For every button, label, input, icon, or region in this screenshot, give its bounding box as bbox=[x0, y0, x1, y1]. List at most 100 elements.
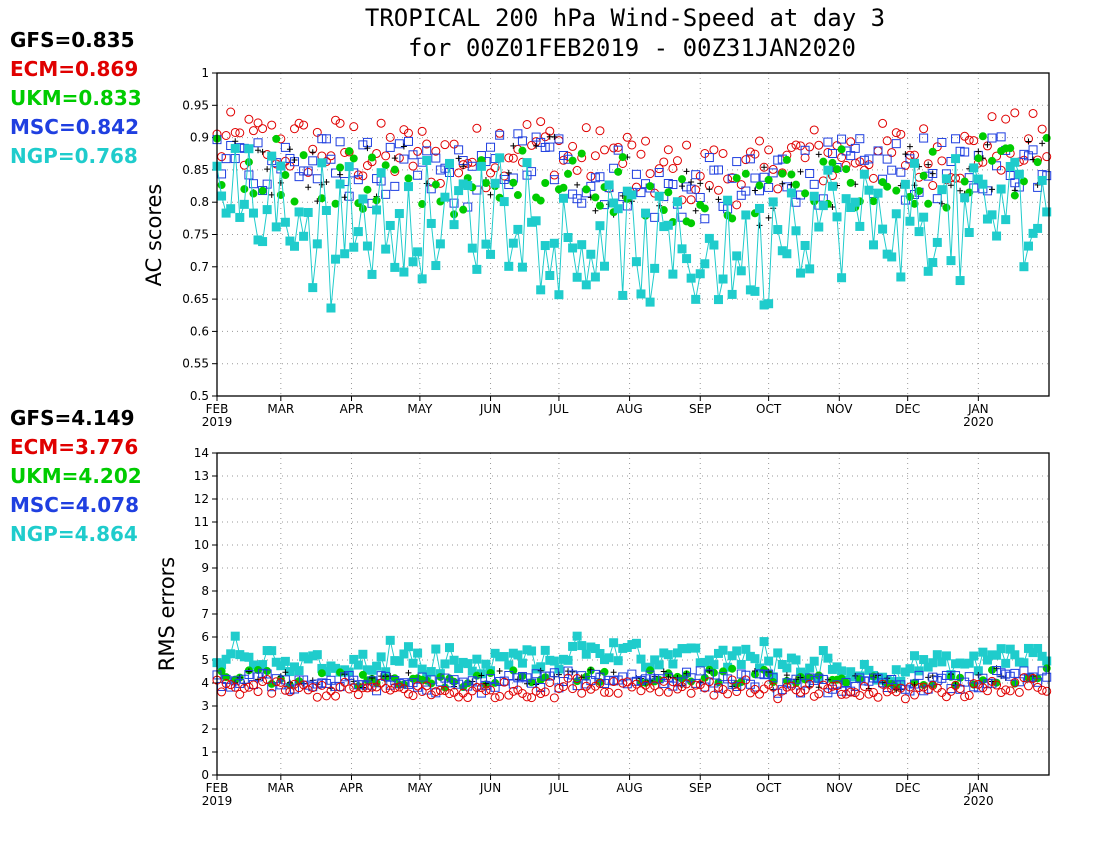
rms-point-ngp bbox=[727, 651, 737, 661]
ac-point-msc bbox=[695, 192, 705, 202]
rms-point-ngp bbox=[558, 654, 568, 664]
ac-point-ngp bbox=[736, 266, 746, 276]
ac-point-gfs bbox=[510, 142, 517, 149]
rms-point-ngp bbox=[331, 663, 341, 673]
rms-point-ngp bbox=[1037, 651, 1047, 661]
ac-point-msc bbox=[1023, 151, 1033, 161]
ac-point-ecm bbox=[600, 145, 610, 155]
rms-point-msc bbox=[910, 679, 920, 689]
rms-point-ecm bbox=[928, 680, 938, 690]
ac-point-ukm bbox=[728, 214, 737, 223]
rms-point-msc bbox=[964, 672, 974, 682]
rms-point-msc bbox=[659, 678, 669, 688]
ac-point-ukm bbox=[450, 210, 459, 219]
ac-point-msc bbox=[531, 132, 541, 142]
ac-point-ecm bbox=[335, 118, 345, 128]
ac-point-ukm bbox=[942, 203, 951, 212]
rms-point-ecm bbox=[408, 691, 418, 701]
rms-point-ngp bbox=[846, 667, 856, 677]
ac-point-ecm bbox=[878, 118, 888, 128]
ac-point-ecm bbox=[226, 107, 236, 117]
rms-point-gfs bbox=[925, 674, 932, 681]
rms-ytick-label: 11 bbox=[194, 515, 209, 529]
ac-point-ecm bbox=[755, 136, 765, 146]
rms-point-msc bbox=[695, 666, 705, 676]
ac-point-ukm bbox=[614, 167, 623, 176]
ac-point-ngp bbox=[987, 210, 997, 220]
rms-point-ecm bbox=[841, 689, 851, 699]
ac-point-ecm bbox=[290, 124, 300, 134]
rms-point-ecm bbox=[818, 680, 828, 690]
ac-point-msc bbox=[732, 157, 742, 167]
ac-point-ukm bbox=[363, 185, 372, 194]
rms-point-ngp bbox=[303, 654, 313, 664]
rms-point-ngp bbox=[595, 649, 605, 659]
ac-point-ngp bbox=[941, 174, 951, 184]
rms-point-ecm bbox=[827, 681, 837, 691]
ac-point-msc bbox=[1042, 171, 1052, 181]
ac-point-msc bbox=[668, 180, 678, 190]
ac-point-msc bbox=[517, 136, 527, 146]
rms-point-ecm bbox=[358, 683, 368, 693]
ac-point-gfs bbox=[697, 180, 704, 187]
ac-point-ukm bbox=[249, 189, 258, 198]
ac-point-ukm bbox=[846, 178, 855, 187]
ac-point-ngp bbox=[627, 190, 637, 200]
ac-point-msc bbox=[486, 142, 496, 152]
ac-point-gfs bbox=[533, 142, 540, 149]
ac-xtick-label: APR bbox=[340, 402, 364, 416]
rms-point-ngp bbox=[782, 663, 792, 673]
ac-point-ngp bbox=[303, 207, 313, 217]
ac-point-ngp bbox=[440, 192, 450, 202]
ac-point-msc bbox=[554, 134, 564, 144]
ac-xtick-label: NOV bbox=[826, 402, 853, 416]
ac-point-msc bbox=[321, 134, 331, 144]
rms-point-ecm bbox=[280, 685, 290, 695]
rms-legend-ngp: NGP=4.864 bbox=[10, 522, 138, 546]
rms-point-ecm bbox=[964, 690, 974, 700]
ac-point-ecm bbox=[631, 182, 641, 192]
rms-point-ecm bbox=[887, 684, 897, 694]
ac-point-ngp bbox=[600, 261, 610, 271]
rms-point-ngp bbox=[372, 661, 382, 671]
ac-point-ecm bbox=[636, 149, 646, 159]
ac-point-ecm bbox=[969, 136, 979, 146]
rms-point-ngp bbox=[426, 667, 436, 677]
rms-xtick-label: JUL bbox=[548, 781, 568, 795]
ac-point-ngp bbox=[504, 261, 514, 271]
ac-point-ngp bbox=[413, 247, 423, 257]
rms-point-ngp bbox=[905, 664, 915, 674]
rms-point-ngp bbox=[896, 676, 906, 686]
ac-point-ukm bbox=[368, 153, 377, 162]
rms-point-ecm bbox=[809, 691, 819, 701]
rms-point-ecm bbox=[973, 679, 983, 689]
rms-point-ngp bbox=[832, 662, 842, 672]
rms-point-ngp bbox=[745, 651, 755, 661]
ac-point-ecm bbox=[267, 120, 277, 130]
rms-point-ecm bbox=[563, 673, 573, 683]
ac-point-ukm bbox=[404, 174, 413, 183]
rms-point-ukm bbox=[582, 672, 591, 681]
ac-point-msc bbox=[344, 191, 354, 201]
rms-point-ecm bbox=[335, 682, 345, 692]
rms-ytick-label: 4 bbox=[201, 676, 209, 690]
ac-point-ngp bbox=[718, 274, 728, 284]
ac-point-ngp bbox=[217, 191, 227, 201]
ac-point-ukm bbox=[591, 193, 600, 202]
rms-point-msc bbox=[299, 675, 309, 685]
rms-point-ngp bbox=[650, 655, 660, 665]
rms-point-ecm bbox=[736, 681, 746, 691]
ac-point-ngp bbox=[868, 240, 878, 250]
ac-point-msc bbox=[631, 169, 641, 179]
ac-point-ngp bbox=[285, 236, 295, 246]
ac-point-gfs bbox=[592, 207, 599, 214]
rms-point-msc bbox=[358, 680, 368, 690]
ac-point-msc bbox=[390, 181, 400, 191]
rms-xtick-label: SEP bbox=[689, 781, 711, 795]
ac-point-msc bbox=[654, 168, 664, 178]
ac-point-ecm bbox=[987, 112, 997, 122]
rms-point-ecm bbox=[558, 682, 568, 692]
ac-point-ukm bbox=[782, 155, 791, 164]
rms-point-msc bbox=[946, 684, 956, 694]
ac-point-msc bbox=[741, 186, 751, 196]
